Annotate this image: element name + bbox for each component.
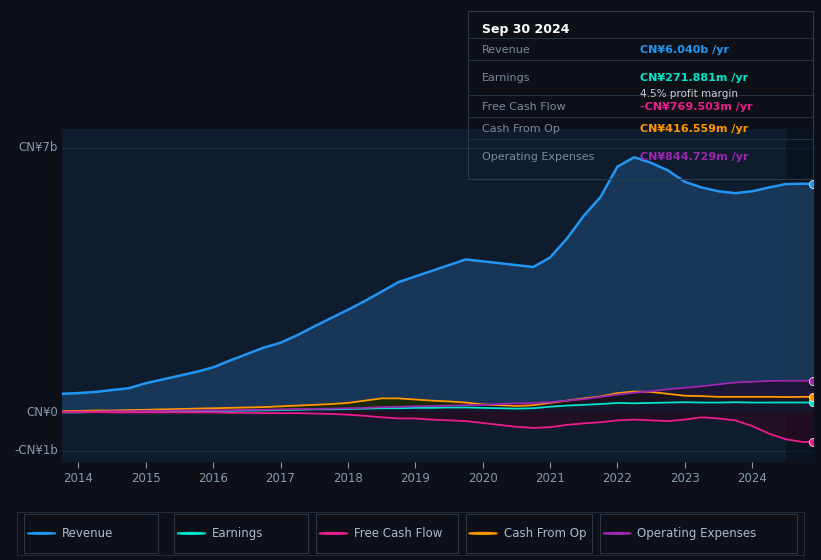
Circle shape bbox=[469, 533, 498, 534]
Circle shape bbox=[319, 533, 347, 534]
Text: CN¥844.729m /yr: CN¥844.729m /yr bbox=[640, 152, 749, 162]
Circle shape bbox=[27, 533, 56, 534]
Text: Revenue: Revenue bbox=[482, 45, 530, 55]
Text: CN¥271.881m /yr: CN¥271.881m /yr bbox=[640, 73, 749, 83]
Text: Earnings: Earnings bbox=[212, 527, 264, 540]
Text: Cash From Op: Cash From Op bbox=[482, 124, 560, 134]
Text: -CN¥769.503m /yr: -CN¥769.503m /yr bbox=[640, 102, 753, 112]
Text: CN¥6.040b /yr: CN¥6.040b /yr bbox=[640, 45, 729, 55]
Text: CN¥7b: CN¥7b bbox=[18, 141, 57, 154]
Text: 4.5% profit margin: 4.5% profit margin bbox=[640, 88, 738, 99]
Text: Free Cash Flow: Free Cash Flow bbox=[482, 102, 566, 112]
Circle shape bbox=[603, 533, 631, 534]
Text: Operating Expenses: Operating Expenses bbox=[482, 152, 594, 162]
Text: Earnings: Earnings bbox=[482, 73, 530, 83]
Text: Free Cash Flow: Free Cash Flow bbox=[354, 527, 443, 540]
Text: -CN¥1b: -CN¥1b bbox=[14, 444, 57, 457]
Text: Sep 30 2024: Sep 30 2024 bbox=[482, 23, 569, 36]
Text: Revenue: Revenue bbox=[62, 527, 113, 540]
Text: Cash From Op: Cash From Op bbox=[503, 527, 586, 540]
Text: CN¥416.559m /yr: CN¥416.559m /yr bbox=[640, 124, 749, 134]
Bar bbox=[786, 129, 813, 462]
Circle shape bbox=[177, 533, 205, 534]
Text: Operating Expenses: Operating Expenses bbox=[637, 527, 757, 540]
Text: CN¥0: CN¥0 bbox=[26, 406, 57, 419]
